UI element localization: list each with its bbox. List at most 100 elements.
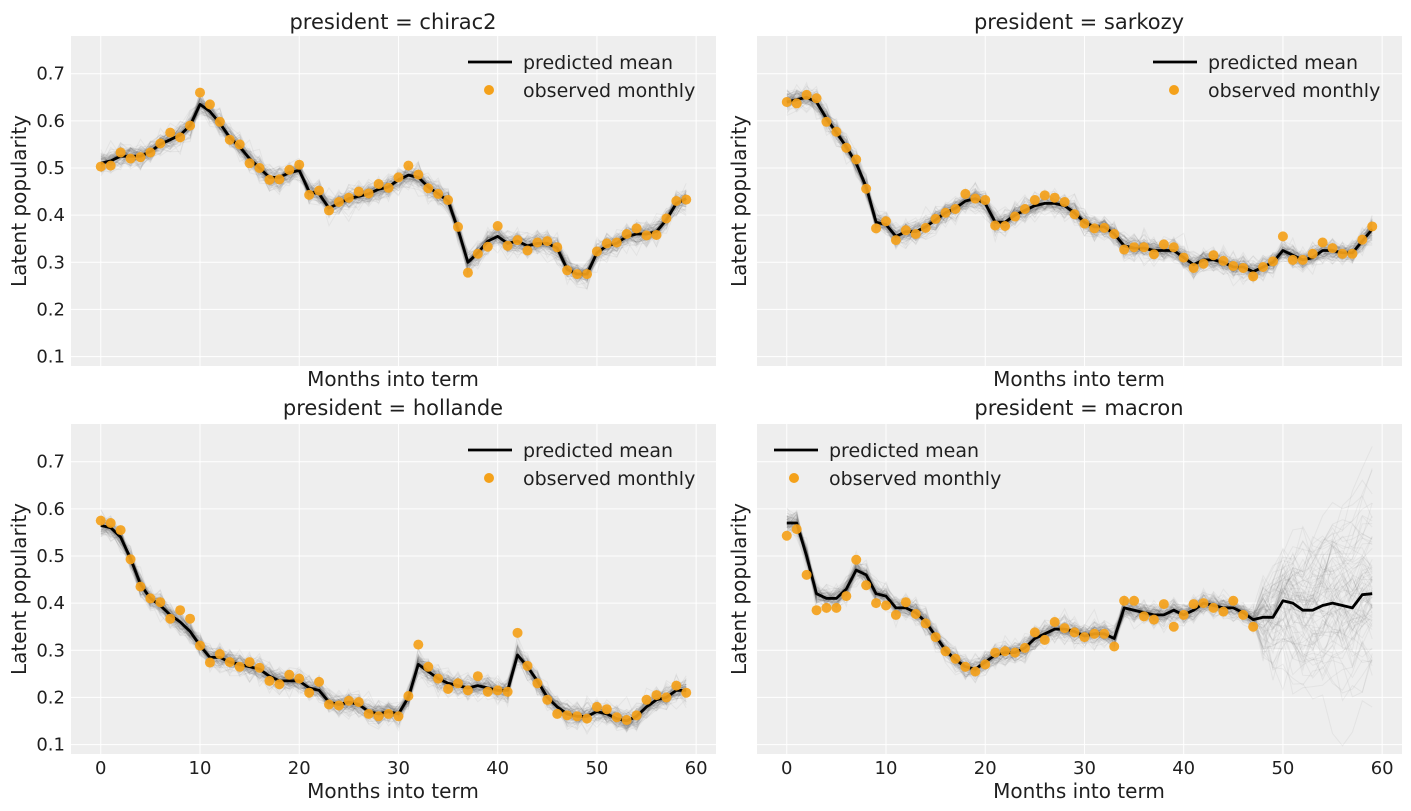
observed-point xyxy=(155,597,166,608)
posterior-sample-line xyxy=(100,110,687,276)
observed-point xyxy=(1317,237,1328,248)
y-axis-label: Latent popularity xyxy=(727,503,751,675)
observed-point xyxy=(95,515,106,526)
observed-point xyxy=(1109,641,1120,652)
observed-point xyxy=(145,147,156,158)
legend-observed-swatch xyxy=(1169,85,1179,95)
posterior-sample-line xyxy=(786,518,1373,671)
posterior-sample-line xyxy=(100,526,687,728)
posterior-sample-line xyxy=(786,522,1373,678)
observed-point xyxy=(294,159,305,170)
x-tick-label: 20 xyxy=(974,758,997,779)
observed-point xyxy=(522,660,533,671)
observed-point xyxy=(1139,242,1149,253)
x-axis-label: Months into term xyxy=(993,779,1165,803)
observed-point xyxy=(284,164,295,175)
observed-point xyxy=(333,700,344,711)
observed-point xyxy=(274,679,285,690)
posterior-sample-line xyxy=(786,529,1373,668)
legend: predicted mean observed monthly xyxy=(1153,52,1380,102)
observed-point xyxy=(801,569,812,580)
observed-point xyxy=(930,213,941,224)
posterior-sample-line xyxy=(786,479,1373,673)
observed-point xyxy=(671,196,682,206)
posterior-sample-line xyxy=(786,522,1373,673)
observed-point xyxy=(264,675,275,686)
observed-point xyxy=(900,225,911,236)
observed-point xyxy=(1248,271,1259,282)
observed-point xyxy=(900,597,911,608)
observed-point xyxy=(542,694,553,705)
observed-point xyxy=(851,554,862,565)
subplot-chirac2: president = chirac2 0.10.20.30.40.50.60.… xyxy=(7,10,716,391)
observed-point xyxy=(1228,595,1239,606)
legend-observed-swatch xyxy=(484,473,494,483)
posterior-sample-line xyxy=(786,529,1373,682)
observed-point xyxy=(423,183,434,194)
observed-point xyxy=(791,98,802,109)
observed-point xyxy=(135,581,146,592)
observed-point xyxy=(423,661,434,672)
observed-point xyxy=(1208,250,1219,261)
observed-point xyxy=(542,236,553,247)
observed-point xyxy=(393,172,404,183)
posterior-sample-line xyxy=(786,495,1373,679)
observed-point xyxy=(1049,192,1060,203)
observed-point xyxy=(1357,234,1368,245)
posterior-sample-line xyxy=(100,528,687,729)
observed-point xyxy=(1000,220,1011,231)
observed-point xyxy=(522,245,533,256)
legend-observed-label: observed monthly xyxy=(523,468,695,490)
y-tick-labels: 0.1 0.2 0.3 0.4 0.5 0.6 0.7 xyxy=(36,452,65,756)
subplot-title: president = chirac2 xyxy=(289,10,496,34)
observed-point xyxy=(175,605,186,616)
observed-point xyxy=(214,116,225,127)
posterior-sample-line xyxy=(786,91,1373,277)
legend-mean-label: predicted mean xyxy=(523,440,673,462)
posterior-sample-line xyxy=(786,520,1373,698)
observed-point xyxy=(1069,209,1080,220)
observed-point xyxy=(492,685,503,696)
x-tick-label: 0 xyxy=(95,758,106,779)
observed-point xyxy=(1010,211,1020,222)
x-tick-label: 0 xyxy=(781,758,792,779)
observed-point xyxy=(185,613,196,624)
subplot-title: president = sarkozy xyxy=(974,10,1184,34)
posterior-sample-line xyxy=(786,516,1373,677)
observed-point xyxy=(472,248,483,259)
observed-point xyxy=(621,229,632,239)
observed-point xyxy=(1198,258,1209,269)
observed-point xyxy=(811,93,822,104)
observed-point xyxy=(403,160,414,171)
observed-point xyxy=(185,120,196,131)
observed-point xyxy=(1238,609,1249,620)
observed-point xyxy=(1268,256,1278,267)
observed-point xyxy=(871,598,882,609)
observed-point xyxy=(1029,627,1040,638)
y-tick-label: 0.6 xyxy=(36,499,65,520)
x-axis-label: Months into term xyxy=(307,779,479,803)
observed-point xyxy=(1119,244,1130,255)
observed-point xyxy=(831,602,842,613)
observed-point xyxy=(155,138,166,149)
posterior-sample-line xyxy=(100,526,687,730)
observed-point xyxy=(841,142,852,153)
observed-point xyxy=(433,673,444,684)
posterior-sample-line xyxy=(786,508,1373,669)
observed-point xyxy=(175,132,186,143)
observed-point xyxy=(831,126,842,137)
posterior-sample-line xyxy=(100,526,687,721)
observed-point xyxy=(105,518,116,528)
observed-point xyxy=(582,713,592,724)
y-tick-label: 0.3 xyxy=(36,252,65,273)
observed-point xyxy=(681,194,692,205)
observed-point xyxy=(1188,599,1199,610)
y-tick-label: 0.2 xyxy=(36,687,65,708)
observed-point xyxy=(413,639,424,650)
observed-point xyxy=(284,669,295,680)
observed-point xyxy=(373,711,384,722)
observed-point xyxy=(373,179,384,190)
posterior-sample-line xyxy=(786,98,1373,274)
observed-point xyxy=(532,237,543,248)
